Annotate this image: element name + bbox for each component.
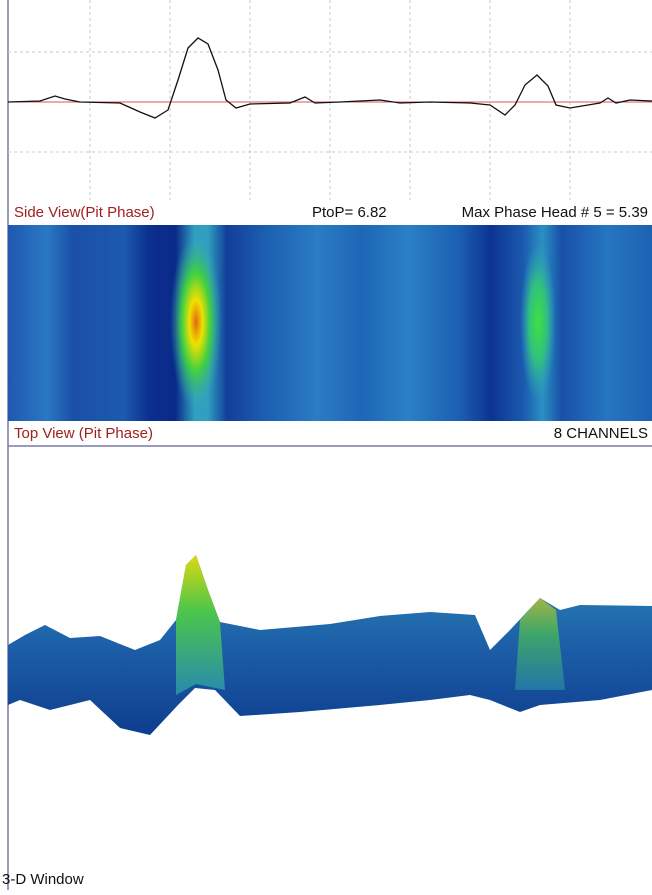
three-d-title: 3-D Window (2, 871, 84, 888)
top-view-title: Top View (Pit Phase) (14, 425, 153, 442)
side-view: Side View(Pit Phase) PtoP= 6.82 Max Phas… (8, 0, 652, 221)
app: {"side_view": {"title": "Side View(Pit P… (0, 0, 652, 890)
channels: 8 CHANNELS (554, 425, 648, 442)
ptop: PtoP= 6.82 (312, 204, 387, 221)
three-d-view: 3-D Window (2, 555, 652, 888)
side-view-title: Side View(Pit Phase) (14, 204, 155, 221)
max-phase: Max Phase Head # 5 = 5.39 (462, 204, 648, 221)
top-view: Top View (Pit Phase) 8 CHANNELS (8, 225, 652, 446)
window: Side View(Pit Phase) PtoP= 6.82 Max Phas… (0, 0, 652, 890)
